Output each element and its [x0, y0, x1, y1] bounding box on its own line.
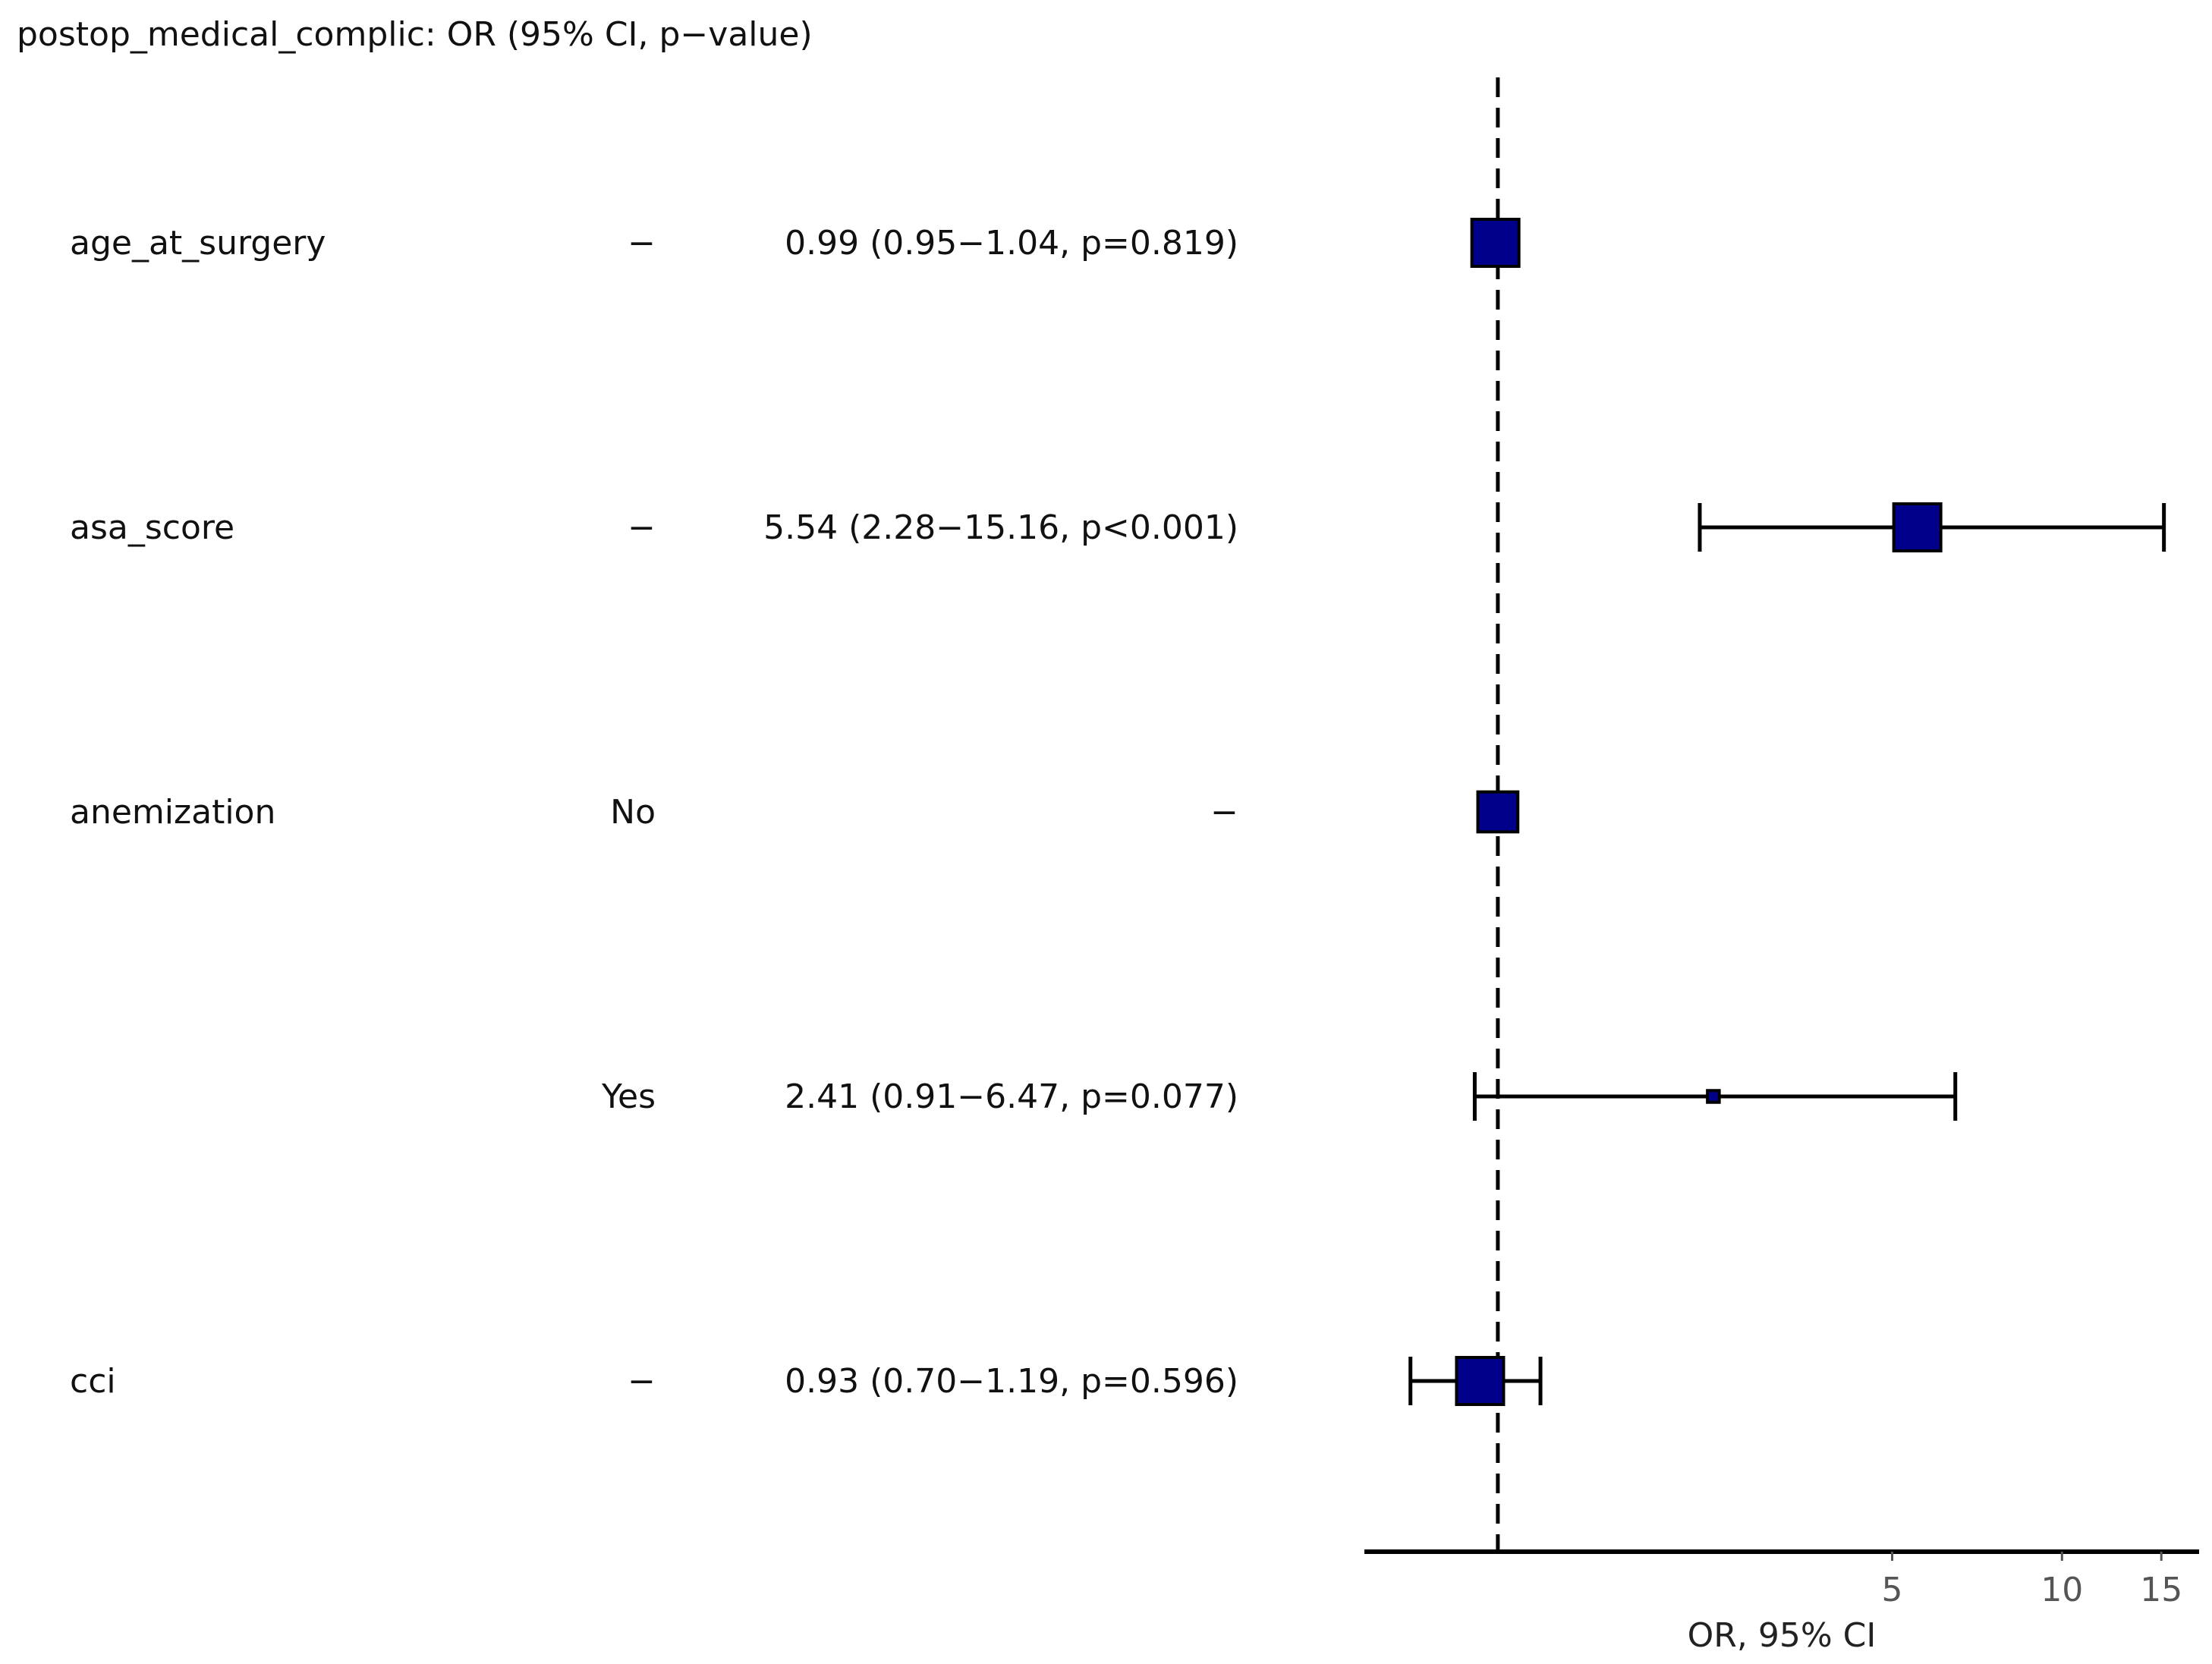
point-estimate: [1470, 218, 1521, 268]
row-level-label: Yes: [601, 1077, 656, 1116]
row-estimate-text: 5.54 (2.28−15.16, p<0.001): [763, 508, 1238, 547]
chart-title: postop_medical_complic: OR (95% CI, p−va…: [17, 15, 813, 54]
row-variable-label: asa_score: [70, 508, 234, 547]
point-estimate: [1476, 790, 1520, 834]
x-tick-label: 15: [2140, 1571, 2182, 1609]
x-axis: 5 10 15: [1364, 1549, 2199, 1609]
row-level-label: −: [628, 508, 656, 547]
point-estimate: [1455, 1356, 1506, 1406]
row-estimate-text: −: [1210, 793, 1238, 832]
row-level-label: −: [628, 224, 656, 263]
row-level-label: No: [610, 793, 656, 832]
row-variable-label: age_at_surgery: [70, 224, 326, 263]
marks-layer: [1408, 218, 2166, 1406]
point-estimate: [1892, 502, 1943, 552]
row-estimate-text: 0.93 (0.70−1.19, p=0.596): [785, 1362, 1238, 1401]
row-estimate-text: 0.99 (0.95−1.04, p=0.819): [785, 224, 1238, 263]
row-level-label: −: [628, 1362, 656, 1401]
row-variable-label: anemization: [70, 793, 275, 832]
row-variable-label: cci: [70, 1362, 116, 1401]
x-tick-label: 10: [2041, 1571, 2083, 1609]
point-estimate: [1706, 1089, 1721, 1104]
x-tick-label: 5: [1882, 1571, 1903, 1609]
x-axis-label: OR, 95% CI: [1688, 1616, 1877, 1655]
table-rows: age_at_surgery − 0.99 (0.95−1.04, p=0.819)…: [70, 224, 1238, 1401]
row-estimate-text: 2.41 (0.91−6.47, p=0.077): [785, 1077, 1238, 1116]
